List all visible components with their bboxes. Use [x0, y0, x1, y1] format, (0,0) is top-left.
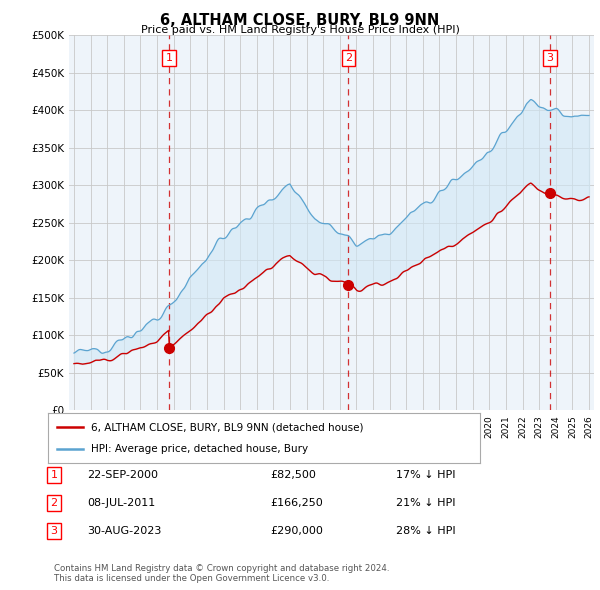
Text: Contains HM Land Registry data © Crown copyright and database right 2024.
This d: Contains HM Land Registry data © Crown c…: [54, 563, 389, 583]
Text: 2: 2: [345, 53, 352, 63]
Text: 2: 2: [50, 498, 58, 507]
Text: 6, ALTHAM CLOSE, BURY, BL9 9NN: 6, ALTHAM CLOSE, BURY, BL9 9NN: [160, 13, 440, 28]
Text: 3: 3: [50, 526, 58, 536]
Text: 3: 3: [547, 53, 554, 63]
Text: 21% ↓ HPI: 21% ↓ HPI: [396, 498, 455, 507]
Text: HPI: Average price, detached house, Bury: HPI: Average price, detached house, Bury: [91, 444, 308, 454]
Text: 30-AUG-2023: 30-AUG-2023: [87, 526, 161, 536]
Text: 08-JUL-2011: 08-JUL-2011: [87, 498, 155, 507]
Text: 1: 1: [166, 53, 173, 63]
Text: 1: 1: [50, 470, 58, 480]
Text: 6, ALTHAM CLOSE, BURY, BL9 9NN (detached house): 6, ALTHAM CLOSE, BURY, BL9 9NN (detached…: [91, 422, 364, 432]
Text: £82,500: £82,500: [270, 470, 316, 480]
Text: £290,000: £290,000: [270, 526, 323, 536]
Text: Price paid vs. HM Land Registry's House Price Index (HPI): Price paid vs. HM Land Registry's House …: [140, 25, 460, 35]
Text: 17% ↓ HPI: 17% ↓ HPI: [396, 470, 455, 480]
Text: £166,250: £166,250: [270, 498, 323, 507]
Text: 28% ↓ HPI: 28% ↓ HPI: [396, 526, 455, 536]
Text: 22-SEP-2000: 22-SEP-2000: [87, 470, 158, 480]
